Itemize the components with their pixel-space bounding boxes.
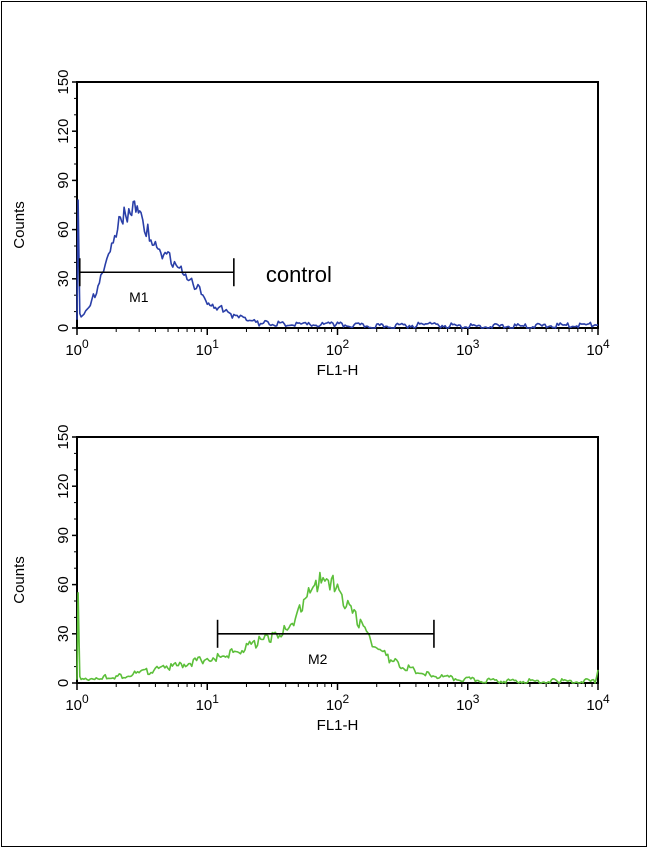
x-tick-label: 100: [65, 692, 89, 714]
y-tick-label: 30: [55, 270, 72, 287]
x-axis-label: FL1-H: [317, 362, 359, 379]
y-tick-label: 90: [55, 172, 72, 189]
chart-panel-1: 0 30 60 90 120 150 100 101 102 103 104 FL1-H Counts M…: [11, 69, 610, 379]
x-tick-label: 102: [326, 692, 350, 714]
plot-frame: [76, 81, 599, 329]
marker-label: M2: [308, 651, 328, 667]
x-tick-label: 104: [586, 337, 610, 359]
y-tick-label: 150: [55, 424, 72, 449]
x-tick-label: 103: [456, 692, 480, 714]
y-tick-label: 0: [55, 679, 72, 687]
histogram-series-line: [76, 199, 599, 329]
y-tick-label: 60: [55, 221, 72, 238]
y-tick-label: 60: [55, 576, 72, 593]
histogram-series-line: [76, 571, 599, 684]
marker-label: M1: [129, 289, 149, 305]
y-tick-label: 30: [55, 625, 72, 642]
y-tick-label: 90: [55, 527, 72, 544]
y-tick-label: 0: [55, 324, 72, 332]
plot-frame: [76, 436, 599, 684]
chart-panel-2: 0 30 60 90 120 150 100 101 102 103 104 FL1-H Counts M…: [11, 424, 610, 734]
x-tick-label: 101: [196, 692, 220, 714]
x-tick-label: 102: [326, 337, 350, 359]
x-tick-label: 101: [196, 337, 220, 359]
x-axis-label: FL1-H: [317, 717, 359, 734]
x-tick-label: 103: [456, 337, 480, 359]
panel-annotation: control: [266, 262, 332, 287]
y-tick-label: 120: [55, 474, 72, 499]
x-tick-label: 100: [65, 337, 89, 359]
y-tick-label: 120: [55, 119, 72, 144]
y-tick-label: 150: [55, 69, 72, 94]
y-axis-label: Counts: [11, 201, 28, 249]
y-axis-label: Counts: [11, 556, 28, 604]
x-tick-label: 104: [586, 692, 610, 714]
